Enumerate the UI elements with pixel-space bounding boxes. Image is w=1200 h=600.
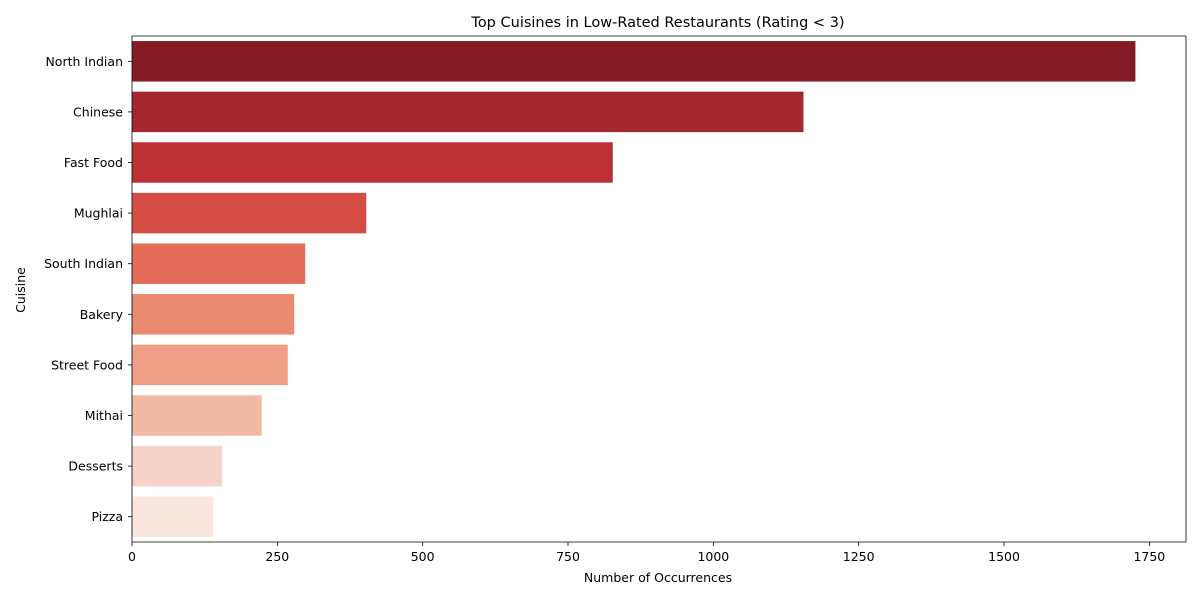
bar-bakery <box>132 294 295 335</box>
x-tick-label: 250 <box>265 549 289 564</box>
bar-desserts <box>132 445 223 487</box>
x-tick-label: 750 <box>556 549 580 564</box>
y-tick-label: Desserts <box>68 459 123 474</box>
chart-title: Top Cuisines in Low-Rated Restaurants (R… <box>470 15 844 31</box>
x-tick-label: 1750 <box>1133 549 1165 564</box>
y-tick-label: North Indian <box>45 54 123 69</box>
bar-mughlai <box>132 192 367 234</box>
y-tick-label: Pizza <box>91 509 123 524</box>
plot-frame <box>131 35 1187 543</box>
x-tick-label: 1250 <box>843 549 875 564</box>
x-axis-ticks: 0 250 500 750 1000 1250 1500 1750 <box>128 542 1165 564</box>
x-tick-label: 0 <box>128 549 136 564</box>
bar-south-indian <box>132 243 306 284</box>
bar-street-food <box>132 344 288 386</box>
y-axis-label: Cuisine <box>13 267 28 313</box>
y-tick-label: South Indian <box>44 256 123 271</box>
bar-mithai <box>132 395 262 436</box>
y-tick-label: Street Food <box>51 357 123 372</box>
x-tick-label: 500 <box>411 549 435 564</box>
bars-group <box>132 41 1136 537</box>
x-tick-label: 1500 <box>988 549 1020 564</box>
x-axis-label: Number of Occurrences <box>584 570 732 585</box>
y-tick-label: Mughlai <box>74 206 123 221</box>
bar-pizza <box>132 496 214 537</box>
y-tick-label: Chinese <box>73 104 123 119</box>
bar-north-indian <box>132 41 1136 82</box>
bar-fast-food <box>132 142 613 183</box>
x-tick-label: 1000 <box>697 549 729 564</box>
bar-chinese <box>132 91 804 133</box>
y-axis-ticks: North Indian Chinese Fast Food Mughlai South… <box>44 54 132 524</box>
y-tick-label: Fast Food <box>64 155 123 170</box>
y-tick-label: Mithai <box>85 408 123 423</box>
y-tick-label: Bakery <box>80 307 124 322</box>
